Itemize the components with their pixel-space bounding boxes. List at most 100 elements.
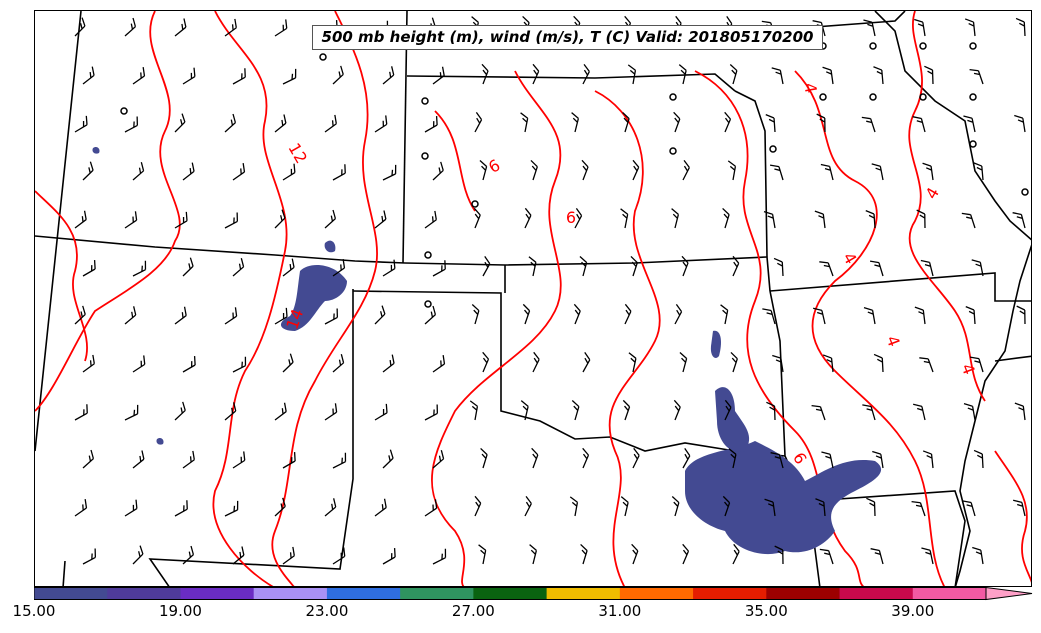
wind-barb — [332, 547, 346, 565]
wind-barb-shape — [174, 113, 186, 133]
wind-barb-shape — [282, 452, 296, 469]
wind-barb — [274, 402, 287, 421]
wind-barb-shape — [770, 452, 784, 469]
wind-barb-shape — [182, 67, 196, 85]
wind-barb-shape — [74, 404, 88, 421]
wind-barb-shape — [182, 356, 196, 373]
wind-barb-shape — [471, 304, 480, 325]
wind-barb — [682, 543, 690, 565]
wind-barb-shape — [324, 403, 338, 421]
wind-barb — [232, 68, 246, 85]
wind-barb — [232, 451, 246, 469]
wind-barb — [673, 399, 681, 421]
wind-barb-shape — [861, 116, 876, 133]
wind-barb-shape — [862, 404, 876, 421]
wind-barb — [627, 64, 637, 85]
wind-barb-shape — [869, 260, 884, 277]
wind-barb — [274, 114, 287, 133]
wind-barb-shape — [282, 258, 295, 277]
wind-barb — [174, 401, 186, 421]
wind-barb — [274, 497, 286, 517]
wind-barb — [332, 65, 344, 85]
wind-barb — [82, 161, 94, 181]
colorbar-outline — [34, 587, 987, 600]
wind-barb-shape — [82, 260, 96, 277]
wind-barb — [82, 449, 95, 469]
colorbar-tick-label: 19.00 — [158, 602, 202, 620]
wind-barb-shape — [774, 545, 784, 565]
wind-barb — [972, 546, 984, 565]
wind-barb-shape — [132, 355, 146, 373]
contour-label-6b: 6 — [566, 208, 576, 227]
colorbar-tick-label: 35.00 — [744, 602, 788, 620]
wind-barb — [474, 495, 482, 517]
wind-barb-shape — [232, 546, 245, 565]
wind-barb-shape — [424, 116, 438, 133]
wind-barb-shape — [724, 399, 732, 421]
wind-barb-shape — [132, 450, 145, 469]
wind-barb-shape — [671, 208, 680, 229]
wind-barb-shape — [528, 256, 537, 277]
wind-barb — [971, 259, 984, 277]
wind-barb-shape — [922, 162, 934, 181]
wind-barb-shape — [532, 63, 540, 85]
wind-barb — [132, 67, 146, 85]
wind-barb-shape — [482, 351, 490, 373]
colorbar-tick-label: 23.00 — [305, 602, 349, 620]
wind-barb-shape — [480, 447, 488, 469]
wind-barb — [819, 548, 834, 565]
wind-barb-shape — [630, 255, 638, 277]
wind-barb — [873, 66, 884, 85]
wind-barb-shape — [424, 210, 437, 229]
border-wy-co — [35, 235, 768, 266]
wind-barb — [763, 211, 776, 229]
wind-barb-shape — [282, 353, 294, 373]
river-mississippi — [874, 11, 1031, 586]
wind-barb-shape — [182, 162, 195, 181]
wind-barb-shape — [920, 259, 934, 277]
station-circle — [869, 42, 877, 50]
wind-barb — [861, 116, 876, 133]
wind-barb-shape — [522, 303, 531, 325]
wind-barb — [630, 255, 638, 277]
wind-barb-shape — [682, 448, 691, 469]
wind-barb — [969, 356, 984, 373]
wind-barb-shape — [382, 449, 394, 469]
wind-barb-shape — [274, 497, 286, 517]
wind-barb-shape — [581, 159, 589, 181]
wind-barb — [224, 212, 239, 229]
wind-barb-shape — [469, 400, 479, 421]
temp-contour-f — [694, 70, 865, 586]
wind-barb-shape — [1016, 305, 1026, 325]
wind-barb-shape — [232, 356, 247, 373]
wind-barb-shape — [478, 544, 487, 565]
station-circle — [424, 300, 432, 308]
station-circle — [421, 97, 429, 105]
wind-barb — [964, 18, 976, 37]
wind-barb — [681, 255, 689, 277]
wind-barb-shape — [924, 65, 934, 85]
wind-barb-shape — [124, 17, 137, 37]
wind-barb-shape — [965, 306, 976, 325]
wind-barb-shape — [473, 207, 481, 229]
wind-barb — [182, 356, 196, 373]
wind-barb-shape — [224, 500, 239, 517]
wind-barb-shape — [811, 404, 826, 421]
wind-barb-shape — [332, 547, 346, 565]
border-ms — [994, 355, 1031, 362]
wind-barb — [963, 403, 976, 421]
wind-barb-shape — [961, 212, 976, 229]
wind-barb-shape — [224, 113, 237, 133]
wind-barb — [965, 306, 976, 325]
wind-barb — [479, 160, 488, 181]
colorbar-tick-label: 15.00 — [12, 602, 56, 620]
border-co-nm — [35, 11, 82, 452]
wind-barb-shape — [622, 399, 631, 421]
wind-barb — [74, 499, 88, 517]
border-bottom-left — [62, 560, 66, 586]
wind-barb-shape — [274, 114, 287, 133]
wind-barb — [771, 67, 784, 85]
wind-barb-shape — [815, 498, 826, 517]
wind-barb-shape — [620, 208, 629, 229]
